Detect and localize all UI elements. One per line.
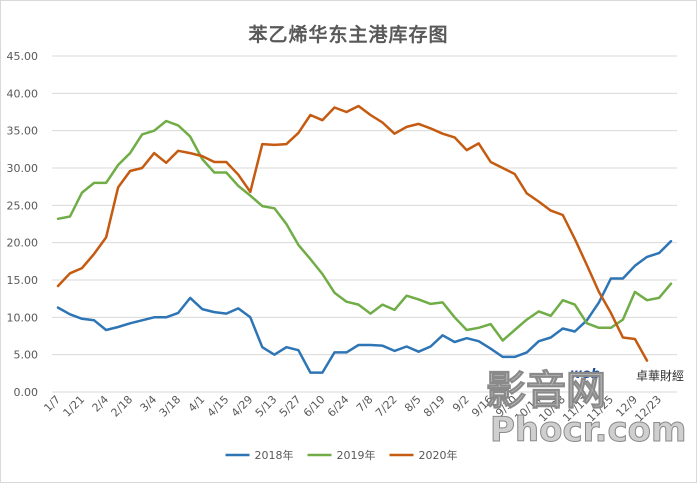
watermark-web-text: web [570,367,600,382]
y-tick-label: 40.00 [7,87,39,100]
y-tick-label: 5.00 [14,349,39,362]
series-lines [56,104,673,374]
x-tick-label: 8/5 [402,393,424,415]
x-tick-label: 1/7 [41,393,63,415]
watermark-brand-text: 卓華財經 [636,368,684,383]
x-tick-label: 3/4 [138,393,160,415]
x-tick-label: 9/2 [450,393,472,415]
y-tick-label: 45.00 [7,50,39,63]
series-line-2018年 [56,239,673,374]
y-tick-label: 0.00 [14,386,39,399]
x-tick-label: 5/13 [253,393,280,420]
y-tick-label: 35.00 [7,125,39,138]
y-tick-label: 15.00 [7,274,39,287]
series-line-2020年 [56,104,649,362]
legend-label: 2018年 [255,448,294,462]
y-tick-label: 25.00 [7,199,39,212]
x-tick-label: 1/21 [61,393,88,420]
series-line-2019年 [56,119,673,342]
x-tick-label: 7/22 [373,393,400,420]
x-tick-label: 5/27 [277,393,304,420]
y-tick-label: 30.00 [7,162,39,175]
x-tick-label: 4/15 [205,393,232,420]
y-tick-label: 20.00 [7,237,39,250]
x-tick-label: 2/18 [109,393,136,420]
x-tick-label: 8/19 [421,393,448,420]
gridlines [52,55,677,393]
chart-title: 苯乙烯华东主港库存图 [248,24,449,46]
y-axis-tick-labels: 0.00 5.00 10.00 15.00 20.00 25.00 30.00 35.00 40… [7,50,39,399]
watermark: web 卓華財經 影音网 Phocr.com [486,367,687,451]
y-tick-label: 10.00 [7,311,39,324]
x-tick-label: 4/29 [229,393,256,420]
legend-label: 2020年 [419,448,458,462]
watermark-site-text: 影音网 [486,368,606,414]
x-tick-label: 3/18 [157,393,184,420]
x-tick-label: 6/10 [301,393,328,420]
x-tick-label: 2/4 [89,393,111,415]
x-tick-label: 4/1 [186,393,208,415]
watermark-domain-text: Phocr.com [490,410,686,450]
x-tick-label: 6/24 [325,393,352,420]
x-tick-label: 7/8 [354,393,376,415]
legend-label: 2019年 [337,448,376,462]
legend: 2018年 2019年 2020年 [225,448,458,462]
